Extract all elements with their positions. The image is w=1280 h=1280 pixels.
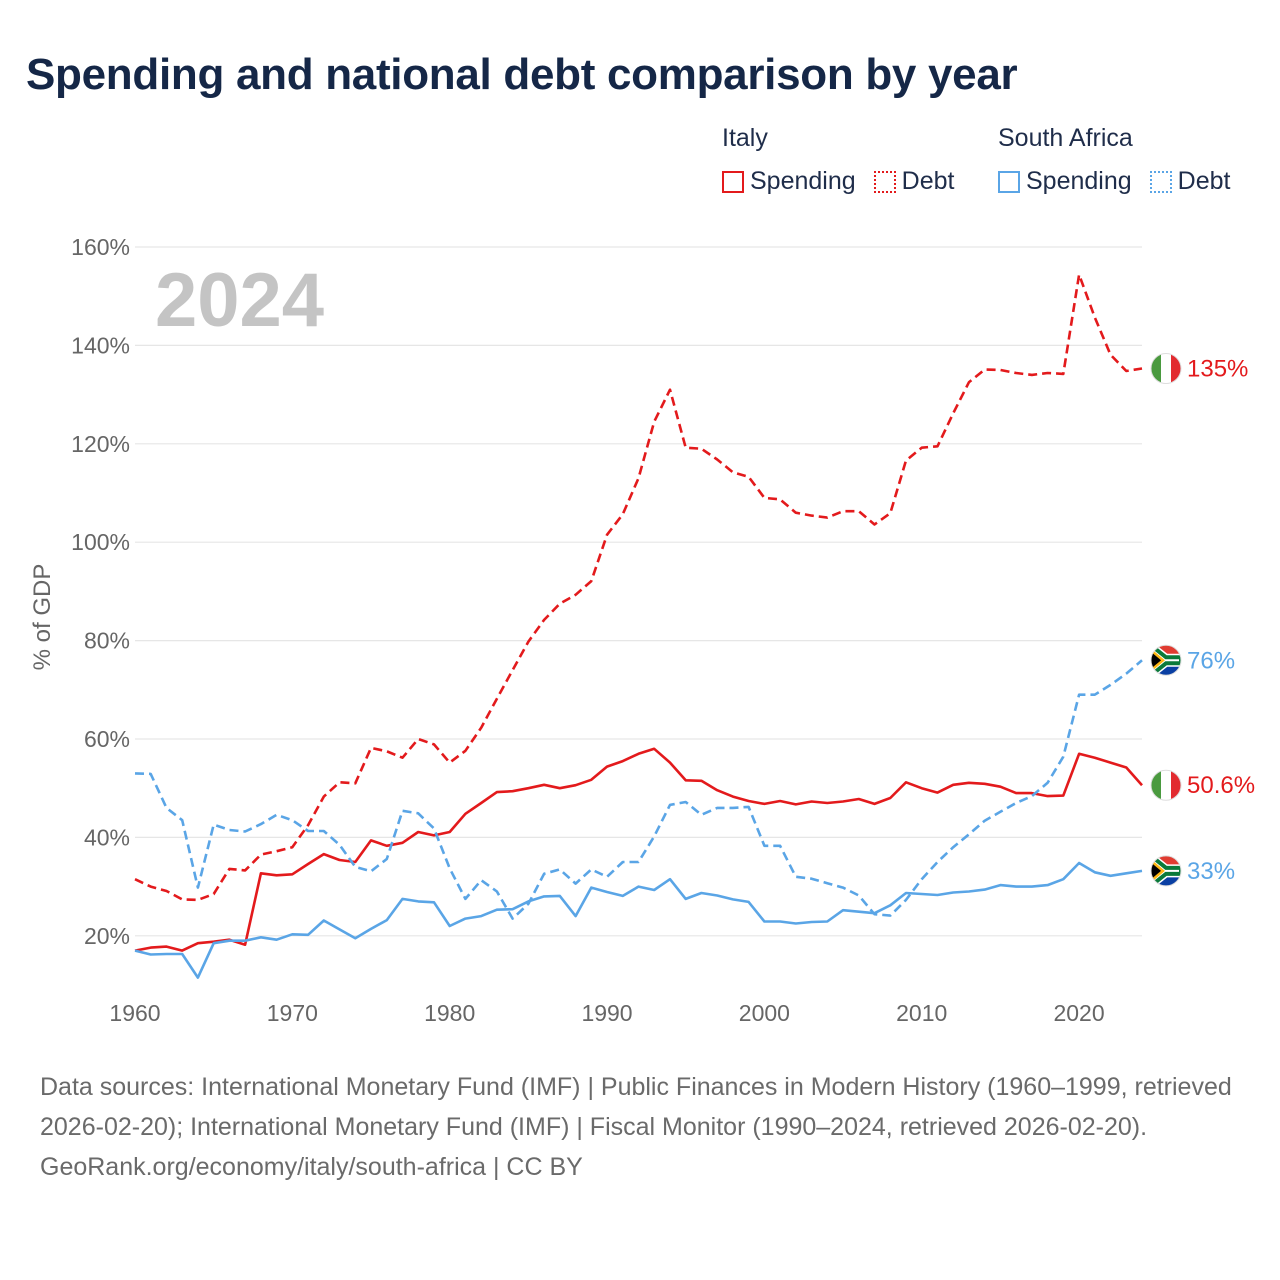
legend-item-italy-spending[interactable]: Spending [722,167,856,196]
y-tick-label: 140% [71,332,130,358]
dotted-line-swatch-icon [873,170,896,193]
south-africa-flag-icon [1151,856,1181,886]
legend-country-italy: Italy [722,124,768,152]
y-axis: 20% 40% 60% 80% 100% 120% 140% 160% [71,234,130,949]
legend-label: Debt [901,167,955,195]
page-title: Spending and national debt comparison by… [26,50,1018,99]
legend-item-south-africa-spending[interactable]: Spending [998,167,1132,196]
x-tick-label: 2000 [739,1000,790,1026]
legend-italy: Italy Spending Debt [722,124,954,196]
y-tick-label: 80% [84,628,130,654]
solid-line-swatch-icon [722,170,744,193]
footer: Data sources: International Monetary Fun… [40,1067,1250,1187]
legend-item-italy-debt[interactable]: Debt [873,167,955,196]
x-axis: 1960 1970 1980 1990 2000 2010 2020 [109,1000,1104,1026]
end-label: 135% [1187,356,1248,383]
legend-country-south-africa: South Africa [998,124,1133,152]
south-africa-flag-icon [1151,645,1181,675]
x-tick-label: 2020 [1053,1000,1104,1026]
end-label: 33% [1187,858,1235,885]
line-chart: 2024 20%40%60%80%100%120%140%160% 1960 19… [29,234,1255,1026]
data-sources-text: Data sources: International Monetary Fun… [40,1073,1232,1141]
series-line-south-africa-debt[interactable] [134,659,1143,920]
series-line-south-africa-spending[interactable] [134,861,1143,979]
italy-flag-icon [1151,354,1181,384]
source-link[interactable]: GeoRank.org/economy/italy/south-africa |… [40,1153,583,1181]
legend-south-africa: South Africa Spending Debt [998,124,1230,196]
end-labels: 50.6% 135% 33% 76% [1151,354,1255,886]
legend-label: Spending [1026,167,1132,195]
y-tick-label: 60% [84,726,130,752]
x-tick-label: 1980 [424,1000,475,1026]
y-tick-label: 120% [71,431,130,457]
solid-line-swatch-icon [998,170,1020,193]
legend-label: Debt [1177,167,1231,195]
legend-label: Spending [750,167,856,195]
year-watermark: 2024 [155,258,324,343]
y-tick-label: 100% [71,529,130,555]
italy-flag-icon [1151,770,1181,800]
dotted-line-swatch-icon [1149,170,1172,193]
x-tick-label: 1990 [581,1000,632,1026]
end-label: 76% [1187,647,1235,674]
y-tick-label: 160% [71,234,130,260]
y-tick-label: 40% [84,824,130,850]
x-tick-label: 1970 [267,1000,318,1026]
legend-item-south-africa-debt[interactable]: Debt [1149,167,1231,196]
series-line-italy-spending[interactable] [134,747,1143,952]
series-line-italy-debt[interactable] [134,273,1143,902]
x-tick-label: 1960 [109,1000,160,1026]
end-label: 50.6% [1187,772,1255,799]
y-axis-label: % of GDP [29,564,56,671]
series-lines [134,273,1143,979]
grid [135,246,1142,937]
x-tick-label: 2010 [896,1000,947,1026]
y-tick-label: 20% [84,923,130,949]
